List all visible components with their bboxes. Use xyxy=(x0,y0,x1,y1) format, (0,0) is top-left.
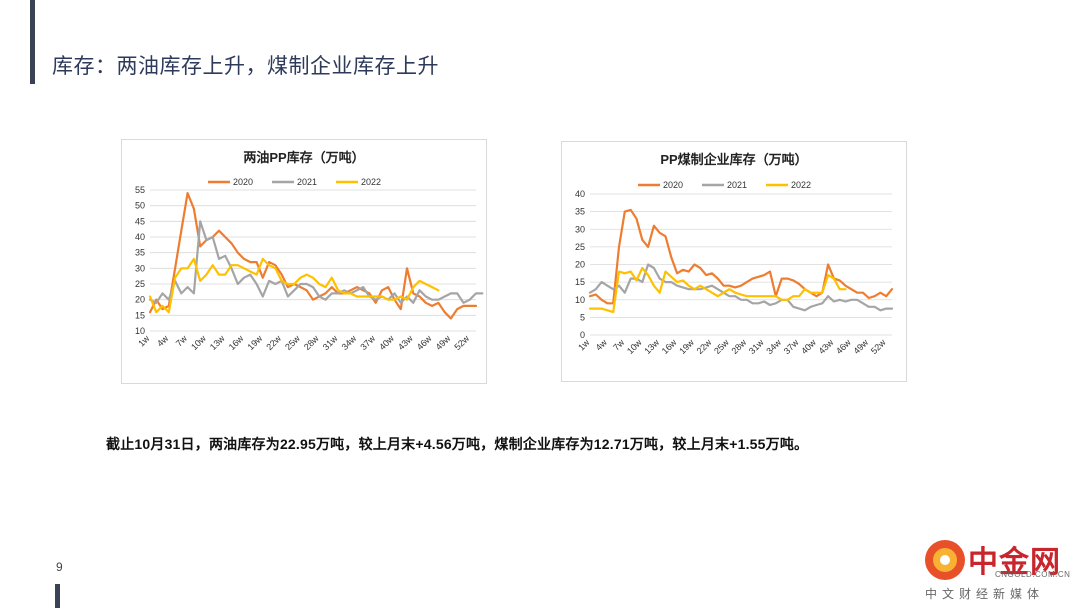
x-tick-label: 22w xyxy=(695,337,714,356)
x-tick-label: 16w xyxy=(227,333,246,352)
series-line-2020 xyxy=(148,191,478,320)
x-tick-label: 4w xyxy=(594,337,610,353)
chart-liangyou-pp-inventory: 两油PP库存（万吨） 2020 2021 2022 10 15 20 25 30 35 40 45 50… xyxy=(121,139,487,384)
y-tick-label: 25 xyxy=(575,242,585,252)
y-tick-label: 40 xyxy=(575,189,585,199)
y-tick-label: 10 xyxy=(575,295,585,305)
x-tick-label: 49w xyxy=(434,333,453,352)
x-tick-label: 40w xyxy=(377,333,396,352)
x-tick-label: 43w xyxy=(396,333,415,352)
y-tick-label: 20 xyxy=(135,295,145,305)
y-tick-label: 30 xyxy=(575,224,585,234)
x-tick-label: 28w xyxy=(302,333,321,352)
x-tick-label: 19w xyxy=(677,337,696,356)
chart-svg: 两油PP库存（万吨） 2020 2021 2022 10 15 20 25 30 35 40 45 50… xyxy=(135,150,484,352)
x-tick-label: 52w xyxy=(452,333,471,352)
y-tick-label: 55 xyxy=(135,185,145,195)
page-number: 9 xyxy=(56,560,63,574)
x-tick-label: 34w xyxy=(764,337,783,356)
y-tick-label: 10 xyxy=(135,326,145,336)
x-tick-label: 49w xyxy=(851,337,870,356)
watermark-tagline: 中文财经新媒体 xyxy=(925,587,1045,601)
x-tick-label: 34w xyxy=(340,333,359,352)
series-line-2020 xyxy=(588,208,894,305)
y-tick-label: 15 xyxy=(575,277,585,287)
legend-label: 2020 xyxy=(233,177,253,187)
y-tick-label: 0 xyxy=(580,330,585,340)
chart-svg: PP煤制企业库存（万吨） 2020 2021 2022 0 5 10 15 20 25 30 35 40… xyxy=(575,152,894,356)
x-tick-label: 46w xyxy=(834,337,853,356)
series-line-2022 xyxy=(588,266,847,314)
x-tick-label: 10w xyxy=(189,333,208,352)
x-tick-label: 22w xyxy=(264,333,283,352)
chart-title: PP煤制企业库存（万吨） xyxy=(660,152,807,167)
x-tick-label: 31w xyxy=(321,333,340,352)
x-tick-label: 7w xyxy=(611,337,627,353)
y-tick-label: 35 xyxy=(575,207,585,217)
y-tick-label: 20 xyxy=(575,260,585,270)
summary-text: 截止10月31日，两油库存为22.95万吨，较上月末+4.56万吨，煤制企业库存… xyxy=(106,436,809,452)
y-tick-label: 40 xyxy=(135,232,145,242)
x-tick-label: 46w xyxy=(415,333,434,352)
x-tick-label: 43w xyxy=(817,337,836,356)
chart-title: 两油PP库存（万吨） xyxy=(243,150,364,165)
y-tick-label: 35 xyxy=(135,248,145,258)
watermark-url: CNGOLD.COM.CN xyxy=(995,570,1071,579)
x-tick-label: 40w xyxy=(799,337,818,356)
x-tick-label: 31w xyxy=(747,337,766,356)
series-line-2021 xyxy=(588,263,894,312)
legend-label: 2021 xyxy=(727,180,747,190)
x-tick-label: 37w xyxy=(358,333,377,352)
accent-bar-bottom xyxy=(55,584,60,608)
y-tick-label: 15 xyxy=(135,310,145,320)
y-tick-label: 45 xyxy=(135,216,145,226)
legend-label: 2022 xyxy=(361,177,381,187)
legend-label: 2020 xyxy=(663,180,683,190)
x-tick-label: 1w xyxy=(576,337,592,353)
watermark-logo-icon xyxy=(925,540,965,580)
x-tick-label: 13w xyxy=(642,337,661,356)
legend-label: 2022 xyxy=(791,180,811,190)
x-tick-label: 25w xyxy=(712,337,731,356)
chart-coal-pp-inventory: PP煤制企业库存（万吨） 2020 2021 2022 0 5 10 15 20 25 30 35 40… xyxy=(561,141,907,382)
watermark-name: 中金网 xyxy=(968,545,1061,580)
accent-bar-top xyxy=(30,0,35,84)
x-tick-label: 7w xyxy=(174,333,190,349)
x-tick-label: 52w xyxy=(869,337,888,356)
x-tick-label: 25w xyxy=(283,333,302,352)
legend-label: 2021 xyxy=(297,177,317,187)
series-line-2021 xyxy=(148,220,484,304)
y-tick-label: 30 xyxy=(135,263,145,273)
series-line-2022 xyxy=(148,257,440,314)
y-tick-label: 25 xyxy=(135,279,145,289)
x-tick-label: 16w xyxy=(660,337,679,356)
y-tick-label: 50 xyxy=(135,201,145,211)
x-tick-label: 4w xyxy=(155,333,171,349)
slide-title: 库存：两油库存上升，煤制企业库存上升 xyxy=(52,55,439,78)
x-tick-label: 37w xyxy=(782,337,801,356)
x-tick-label: 10w xyxy=(625,337,644,356)
x-tick-label: 19w xyxy=(246,333,265,352)
x-tick-label: 13w xyxy=(208,333,227,352)
x-tick-label: 28w xyxy=(729,337,748,356)
y-tick-label: 5 xyxy=(580,312,585,322)
